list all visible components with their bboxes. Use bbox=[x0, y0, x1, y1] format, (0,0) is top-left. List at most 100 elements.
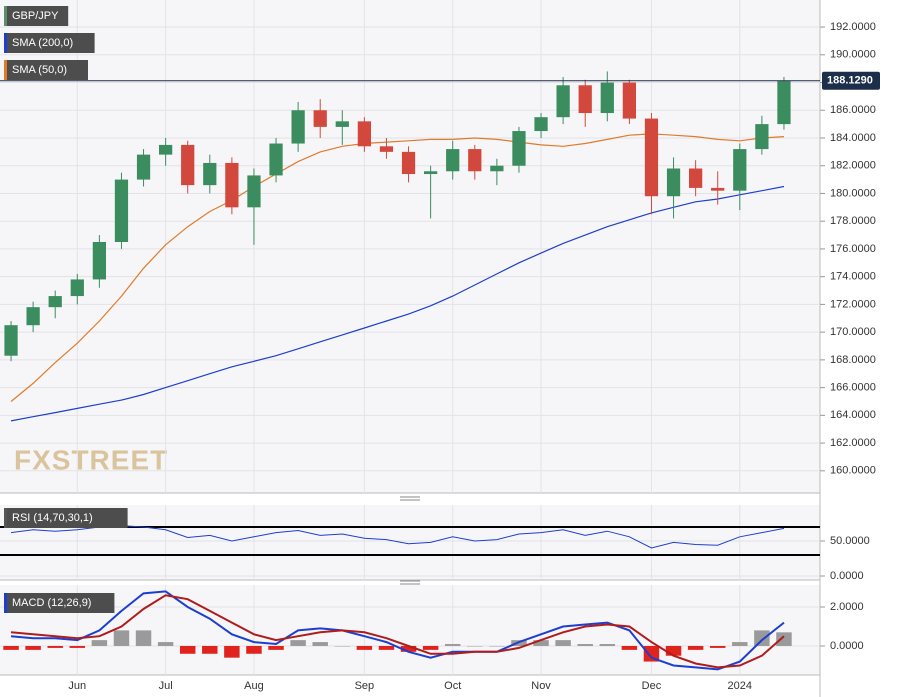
y-tick-label: 174.0000 bbox=[830, 271, 876, 283]
y-tick-label: 164.0000 bbox=[830, 409, 876, 421]
histogram-bar bbox=[643, 645, 660, 662]
histogram-bar bbox=[202, 645, 218, 654]
histogram-bar bbox=[334, 645, 351, 647]
candle-body bbox=[468, 149, 482, 172]
series-line bbox=[10, 590, 785, 671]
candle-body bbox=[666, 168, 681, 197]
legend-box bbox=[4, 33, 95, 53]
candle-body bbox=[70, 279, 84, 297]
candle-body bbox=[92, 241, 106, 280]
candle-body bbox=[644, 118, 659, 197]
histogram-bar bbox=[3, 645, 19, 650]
y-tick-label: 172.0000 bbox=[830, 298, 876, 310]
histogram-bar bbox=[47, 645, 63, 648]
candle-body bbox=[225, 162, 239, 208]
histogram-bar bbox=[687, 645, 704, 650]
candle-body bbox=[291, 110, 305, 144]
resize-handle[interactable] bbox=[400, 580, 420, 585]
legend-swatch bbox=[4, 60, 7, 80]
x-tick-label: Jul bbox=[159, 680, 173, 692]
candle-body bbox=[269, 143, 283, 176]
candle-body bbox=[114, 179, 129, 242]
histogram-bar bbox=[91, 640, 108, 646]
candle-body bbox=[159, 144, 173, 155]
candle-body bbox=[136, 154, 151, 180]
histogram-bar bbox=[577, 644, 593, 646]
histogram-bar bbox=[444, 644, 461, 646]
x-tick-label: Sep bbox=[355, 680, 375, 692]
histogram-bar bbox=[268, 645, 284, 650]
legend-label: MACD (12,26,9) bbox=[12, 597, 91, 609]
candle-body bbox=[401, 151, 416, 175]
candle-body bbox=[181, 144, 195, 186]
candle-body bbox=[733, 149, 747, 191]
legend-swatch bbox=[4, 33, 7, 53]
candle-body bbox=[357, 121, 371, 147]
series-line bbox=[10, 594, 785, 669]
y-tick-label: 162.0000 bbox=[830, 437, 876, 449]
candle-body bbox=[424, 171, 438, 175]
histogram-bar bbox=[113, 630, 130, 646]
resize-handle[interactable] bbox=[400, 496, 420, 501]
y-tick-label: 186.0000 bbox=[830, 104, 876, 116]
legend-box bbox=[4, 508, 128, 528]
histogram-bar bbox=[489, 645, 505, 647]
histogram-bar bbox=[665, 645, 682, 656]
x-tick-label: 2024 bbox=[728, 680, 752, 692]
candle-body bbox=[512, 131, 526, 166]
x-tick-label: Jun bbox=[68, 680, 86, 692]
histogram-bar bbox=[224, 645, 240, 658]
histogram-bar bbox=[400, 645, 417, 652]
x-tick-label: Nov bbox=[531, 680, 551, 692]
candle-body bbox=[600, 82, 614, 114]
y-tick-label: 0.0000 bbox=[830, 640, 864, 652]
candle-body bbox=[446, 149, 460, 172]
y-tick-label: 168.0000 bbox=[830, 354, 876, 366]
histogram-bar bbox=[356, 645, 373, 650]
candle-body bbox=[4, 325, 18, 356]
y-tick-label: 2.0000 bbox=[830, 601, 864, 613]
legend-box bbox=[4, 6, 69, 26]
candle-body bbox=[247, 175, 261, 208]
histogram-bar bbox=[754, 630, 770, 646]
y-tick-label: 166.0000 bbox=[830, 382, 876, 394]
histogram-bar bbox=[290, 640, 306, 646]
candle-body bbox=[379, 146, 394, 152]
histogram-bar bbox=[732, 642, 748, 646]
candle-body bbox=[534, 117, 548, 132]
histogram-bar bbox=[312, 642, 328, 646]
legend-label: SMA (50,0) bbox=[12, 64, 67, 76]
histogram-bar bbox=[157, 642, 174, 646]
legend-label: RSI (14,70,30,1) bbox=[12, 512, 93, 524]
y-tick-label: 180.0000 bbox=[830, 187, 876, 199]
candle-body bbox=[777, 81, 791, 125]
candle-body bbox=[711, 187, 725, 191]
macd-panel bbox=[0, 585, 820, 675]
histogram-bar bbox=[599, 644, 616, 646]
histogram-bar bbox=[709, 645, 726, 648]
last-price-box bbox=[822, 71, 880, 90]
histogram-bar bbox=[179, 645, 196, 654]
histogram-bar bbox=[621, 645, 638, 650]
histogram-bar bbox=[422, 645, 439, 650]
series-line bbox=[10, 525, 785, 549]
y-tick-label: 182.0000 bbox=[830, 160, 876, 172]
legend-box bbox=[4, 593, 115, 613]
candle-body bbox=[755, 124, 769, 150]
histogram-bar bbox=[135, 630, 152, 646]
candle-body bbox=[689, 168, 703, 188]
candle-body bbox=[313, 110, 327, 127]
y-tick-label: 176.0000 bbox=[830, 243, 876, 255]
x-tick-label: Dec bbox=[642, 680, 662, 692]
histogram-bar bbox=[378, 645, 395, 650]
last-price-label: 188.1290 bbox=[827, 75, 873, 87]
histogram-bar bbox=[467, 645, 483, 647]
candle-body bbox=[48, 296, 62, 308]
candle-body bbox=[26, 307, 40, 326]
watermark: FXSTREET bbox=[14, 444, 168, 475]
histogram-bar bbox=[776, 632, 792, 646]
histogram-bar bbox=[69, 645, 86, 648]
y-tick-label: 192.0000 bbox=[830, 21, 876, 33]
legend-swatch bbox=[4, 6, 7, 26]
legend-label: SMA (200,0) bbox=[12, 37, 73, 49]
